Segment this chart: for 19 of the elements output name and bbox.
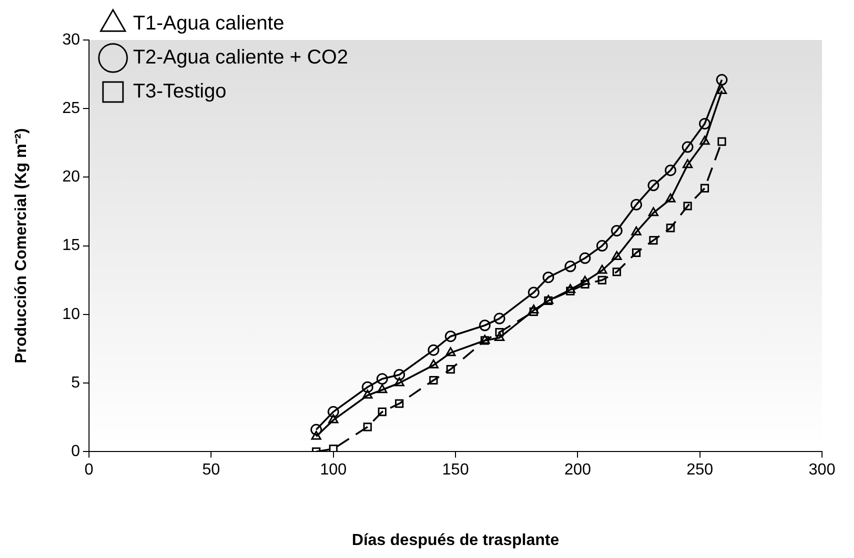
legend-label: T2-Agua caliente + CO2: [132, 46, 348, 69]
y-tick-label: 20: [62, 168, 80, 186]
x-axis-title: Días después de trasplante: [352, 532, 560, 549]
x-tick-label: 100: [320, 462, 347, 479]
legend-label: T3-Testigo: [132, 80, 226, 103]
x-tick-label: 50: [202, 462, 220, 479]
x-tick-label: 300: [808, 462, 836, 479]
y-tick-label: 5: [71, 374, 80, 392]
y-tick-label: 25: [62, 100, 80, 118]
y-tick-label: 30: [62, 31, 80, 48]
y-tick-label: 15: [62, 237, 80, 254]
legend-label: T1-Agua caliente: [132, 12, 284, 35]
x-tick-label: 200: [564, 462, 592, 479]
x-tick-label: 250: [686, 462, 714, 479]
y-tick-label: 0: [71, 443, 80, 460]
y-axis-title: Producción Comercial (Kg m⁻²): [13, 128, 30, 364]
x-tick-label: 150: [442, 462, 469, 479]
y-tick-label: 10: [62, 306, 80, 323]
x-tick-label: 0: [84, 462, 94, 479]
